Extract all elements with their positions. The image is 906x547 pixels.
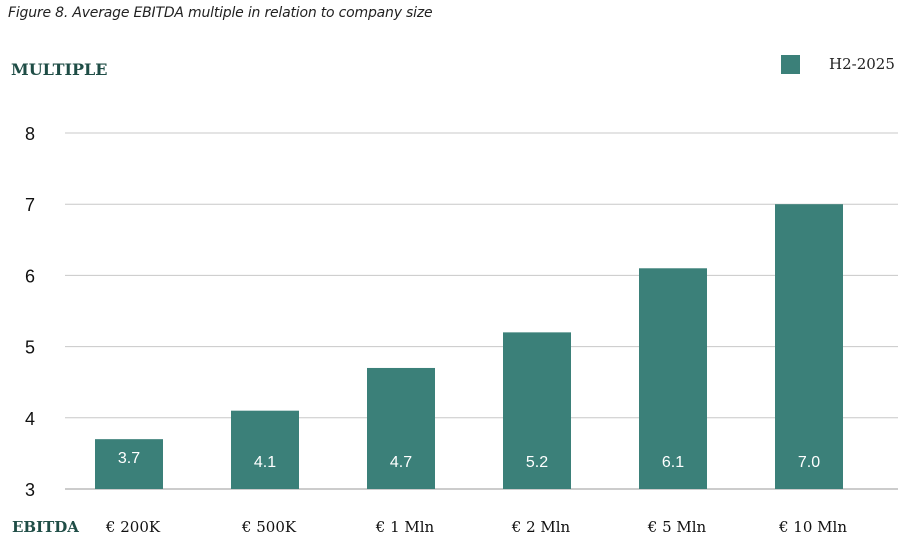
y-tick-label: 7 <box>25 195 35 215</box>
y-axis-label: MULTIPLE <box>11 60 108 79</box>
figure-caption: Figure 8. Average EBITDA multiple in rel… <box>8 5 433 21</box>
data-label: 6.1 <box>662 454 684 471</box>
bar <box>231 410 299 489</box>
y-tick-label: 8 <box>25 124 35 144</box>
category-label: € 200K <box>105 518 161 536</box>
data-label: 7.0 <box>798 454 820 471</box>
data-label: 3.7 <box>118 450 140 467</box>
category-label: € 500K <box>241 518 297 536</box>
category-label: € 5 Mln <box>647 518 707 536</box>
bar <box>367 367 435 489</box>
x-axis-label: EBITDA <box>12 518 79 536</box>
category-label: € 1 Mln <box>375 518 435 536</box>
bar <box>503 332 571 489</box>
bar <box>639 268 707 489</box>
bar <box>775 204 843 489</box>
data-label: 5.2 <box>526 454 548 471</box>
legend-swatch <box>781 55 800 74</box>
y-tick-label: 4 <box>25 409 35 429</box>
data-label: 4.1 <box>254 454 276 471</box>
bar <box>95 439 163 489</box>
y-tick-label: 6 <box>25 266 35 286</box>
y-tick-label: 3 <box>25 480 35 500</box>
y-tick-label: 5 <box>25 338 35 358</box>
category-label: € 2 Mln <box>511 518 571 536</box>
data-label: 4.7 <box>390 454 412 471</box>
legend-label: H2-2025 <box>829 55 895 73</box>
category-label: € 10 Mln <box>778 518 847 536</box>
